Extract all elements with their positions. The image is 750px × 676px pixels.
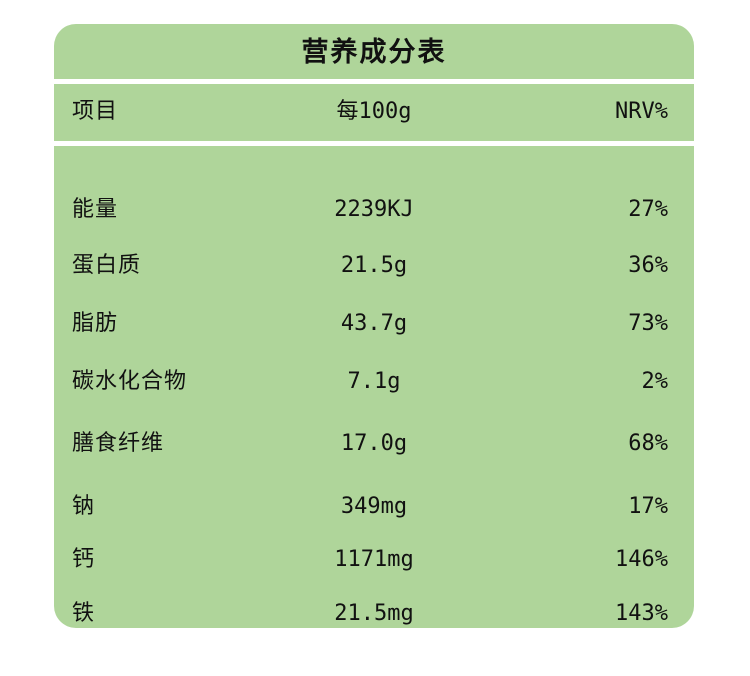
row-nrv: 143%	[615, 601, 668, 626]
row-name: 脂肪	[72, 311, 119, 336]
row-nrv: 36%	[628, 253, 668, 278]
nutrition-table: 营养成分表 项目 每100g NRV% 能量 2239KJ 27% 蛋白质 21…	[54, 24, 694, 628]
row-name: 膳食纤维	[72, 431, 165, 456]
row-nrv: 2%	[641, 369, 669, 394]
row-name: 碳水化合物	[72, 369, 188, 394]
row-amount: 21.5mg	[334, 601, 414, 626]
row-amount: 7.1g	[347, 369, 401, 394]
row-nrv: 17%	[628, 494, 668, 519]
header-amount: 每100g	[336, 99, 412, 124]
row-nrv: 68%	[628, 431, 668, 456]
row-amount: 17.0g	[340, 431, 408, 456]
table-title: 营养成分表	[301, 37, 447, 68]
row-amount: 21.5g	[340, 253, 408, 278]
row-amount: 349mg	[340, 494, 408, 519]
row-nrv: 73%	[628, 311, 668, 336]
row-name: 能量	[72, 197, 119, 222]
row-name: 蛋白质	[72, 253, 142, 278]
row-nrv: 146%	[615, 547, 668, 572]
row-amount: 43.7g	[340, 311, 408, 336]
table-row: 膳食纤维 17.0g 68%	[54, 424, 694, 464]
table-row: 脂肪 43.7g 73%	[54, 304, 694, 344]
table-row: 钠 349mg 17%	[54, 487, 694, 527]
table-row: 碳水化合物 7.1g 2%	[54, 362, 694, 402]
row-amount: 2239KJ	[334, 197, 414, 222]
row-name: 钙	[72, 547, 96, 572]
row-name: 钠	[72, 494, 96, 519]
row-name: 铁	[72, 601, 96, 626]
table-row: 能量 2239KJ 27%	[54, 190, 694, 230]
row-nrv: 27%	[628, 197, 668, 222]
row-amount: 1171mg	[334, 547, 414, 572]
table-header-row: 项目 每100g NRV%	[54, 92, 694, 132]
title-divider	[54, 79, 694, 84]
table-row: 钙 1171mg 146%	[54, 540, 694, 580]
header-divider	[54, 141, 694, 146]
header-nrv: NRV%	[615, 99, 668, 124]
table-row: 铁 21.5mg 143%	[54, 594, 694, 628]
table-row: 蛋白质 21.5g 36%	[54, 246, 694, 286]
header-name: 项目	[72, 99, 119, 124]
